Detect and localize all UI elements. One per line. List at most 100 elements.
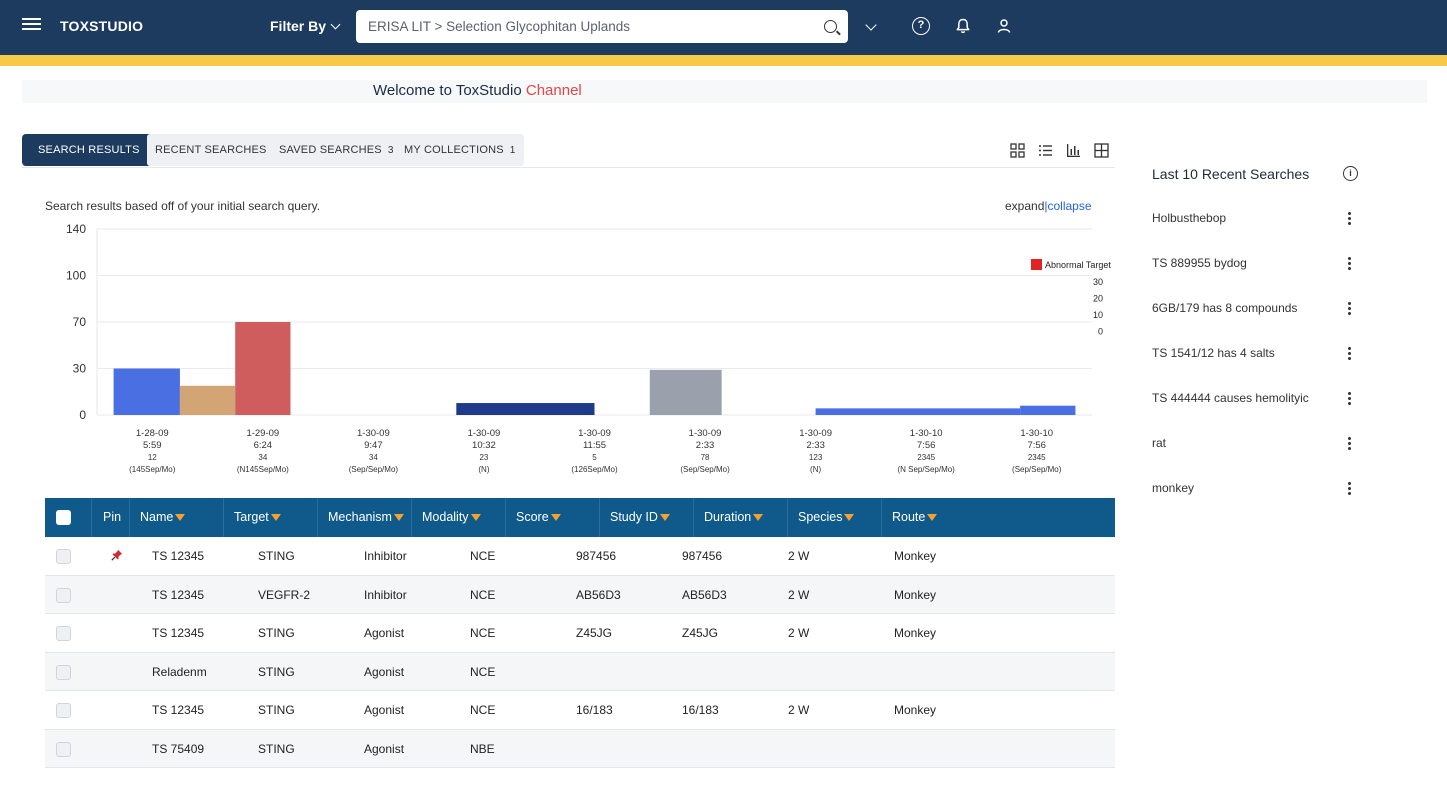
secondary-tick-label: 30 <box>1093 277 1103 287</box>
row-checkbox[interactable] <box>56 626 71 641</box>
menu-icon[interactable] <box>22 18 41 32</box>
sort-arrow-icon[interactable] <box>270 514 281 522</box>
recent-search-item[interactable]: rat <box>1152 436 1167 450</box>
chart-bar <box>113 368 180 415</box>
x-category-label: 34 <box>369 453 378 462</box>
filter-by-label: Filter By <box>270 18 327 34</box>
cell-target: STING <box>258 549 295 563</box>
table-row[interactable]: TS 75409 STING Agonist NBE <box>45 729 1115 768</box>
secondary-tick-label: 10 <box>1093 310 1103 320</box>
collapse-link[interactable]: collapse <box>1047 199 1092 213</box>
column-header-score[interactable]: Score <box>506 498 600 537</box>
row-checkbox[interactable] <box>56 664 71 680</box>
cell-score <box>576 653 662 691</box>
column-label: Mechanism <box>328 510 392 524</box>
row-checkbox[interactable] <box>56 549 71 564</box>
table-view-icon[interactable] <box>1094 143 1109 158</box>
table-row[interactable]: Reladenmab STING Agonist NCE <box>45 652 1115 691</box>
cell-target: STING <box>258 664 295 679</box>
tab-recent-searches[interactable]: RECENT SEARCHES7 <box>147 134 287 166</box>
tab-saved-searches[interactable]: SAVED SEARCHES 3 <box>271 134 402 166</box>
x-category-label: 1-30-10 <box>1020 428 1053 439</box>
chart-bar <box>235 322 291 415</box>
notification-bell-icon[interactable] <box>954 17 972 35</box>
x-category-label: 12 <box>148 453 157 462</box>
recent-search-item[interactable]: TS 1541/12 has 4 salts <box>1152 346 1275 360</box>
cell-study-id: 987456 <box>682 549 723 563</box>
more-options-icon[interactable] <box>1348 302 1352 316</box>
sort-arrow-icon[interactable] <box>550 514 561 522</box>
recent-search-item[interactable]: 6GB/179 has 8 compounds <box>1152 301 1298 315</box>
cell-species <box>894 730 980 768</box>
sort-arrow-icon[interactable] <box>844 514 855 522</box>
chart-bar <box>456 403 595 415</box>
cell-modality: NCE <box>470 549 496 563</box>
recent-search-item[interactable]: TS 889955 bydog <box>1152 256 1247 270</box>
help-icon[interactable]: ? <box>912 17 930 35</box>
x-category-label: 2345 <box>917 453 935 462</box>
cell-duration: 2 W <box>788 549 810 563</box>
chart-view-icon[interactable] <box>1066 143 1081 158</box>
search-icon[interactable] <box>824 20 837 33</box>
column-header-target[interactable]: Target <box>224 498 318 537</box>
row-checkbox[interactable] <box>56 741 71 757</box>
sort-arrow-icon[interactable] <box>393 514 404 522</box>
column-header-name[interactable]: Name <box>130 498 224 537</box>
x-category-label: (N Sep/Sep/Mo) <box>897 465 955 474</box>
recent-search-item[interactable]: Holbusthebop <box>1152 211 1227 225</box>
more-options-icon[interactable] <box>1348 257 1352 271</box>
cell-study-id <box>682 730 768 768</box>
tab-search-results[interactable]: SEARCH RESULTS <box>22 134 156 166</box>
column-header-route[interactable]: Route <box>882 498 976 537</box>
recent-search-item[interactable]: monkey <box>1152 481 1195 495</box>
app-brand: TOXSTUDIO <box>60 18 144 34</box>
cell-duration: 2 W <box>788 703 810 717</box>
table-row[interactable]: TS 12345 STING Inhibitor NCE 987456 9874… <box>45 537 1115 576</box>
x-category-label: 7:56 <box>1027 440 1046 451</box>
x-category-label: 1-30-09 <box>468 428 501 439</box>
sort-arrow-icon[interactable] <box>470 514 481 522</box>
cell-score: 987456 <box>576 549 617 563</box>
x-category-label: 2:33 <box>806 440 825 451</box>
grid-view-icon[interactable] <box>1010 143 1025 158</box>
pin-icon[interactable] <box>111 549 123 561</box>
more-options-icon[interactable] <box>1348 437 1352 451</box>
list-view-icon[interactable] <box>1038 143 1053 158</box>
cell-score <box>576 730 662 768</box>
cell-study-id <box>682 653 768 691</box>
more-options-icon[interactable] <box>1348 392 1352 406</box>
x-category-label: 5:59 <box>143 440 162 451</box>
table-row[interactable]: TS 12345 STING Agonist NCE 16/183 16/183… <box>45 691 1115 730</box>
filter-by-dropdown[interactable]: Filter By <box>270 18 341 34</box>
info-icon[interactable]: i <box>1343 166 1358 181</box>
search-input[interactable] <box>356 10 816 43</box>
more-options-icon[interactable] <box>1348 347 1352 361</box>
more-options-icon[interactable] <box>1348 482 1352 496</box>
sort-arrow-icon[interactable] <box>753 514 764 522</box>
column-header-study-id[interactable]: Study ID <box>600 498 694 537</box>
sort-arrow-icon[interactable] <box>659 514 670 522</box>
column-header-mechanism[interactable]: Mechanism <box>318 498 412 537</box>
x-category-label: (N) <box>810 465 821 474</box>
sort-arrow-icon[interactable] <box>175 514 186 522</box>
select-all-checkbox[interactable] <box>56 510 71 525</box>
cell-target: STING <box>258 703 295 717</box>
cell-target: STING <box>258 626 295 640</box>
expand-link[interactable]: expand <box>1005 199 1045 213</box>
row-checkbox[interactable] <box>56 703 71 718</box>
table-row[interactable]: TS 12345 VEGFR-2 Inhibitor NCE AB56D3 AB… <box>45 575 1115 614</box>
more-options-icon[interactable] <box>1348 212 1352 226</box>
tab-my-collections[interactable]: MY COLLECTIONS 1 <box>396 134 524 166</box>
row-checkbox[interactable] <box>56 587 71 603</box>
x-category-label: (Sep/Sep/Mo) <box>680 465 730 474</box>
column-label: Species <box>798 510 843 524</box>
column-header-modality[interactable]: Modality <box>412 498 506 537</box>
user-profile-icon[interactable] <box>995 17 1013 35</box>
column-header-duration[interactable]: Duration <box>694 498 788 537</box>
table-row[interactable]: TS 12345 STING Agonist NCE Z45JG Z45JG 2… <box>45 614 1115 653</box>
cell-name: TS 12345 <box>152 703 205 717</box>
x-category-label: 34 <box>258 453 267 462</box>
column-header-species[interactable]: Species <box>788 498 882 537</box>
sort-arrow-icon[interactable] <box>927 514 938 522</box>
recent-search-item[interactable]: TS 444444 causes hemolityic <box>1152 391 1309 405</box>
